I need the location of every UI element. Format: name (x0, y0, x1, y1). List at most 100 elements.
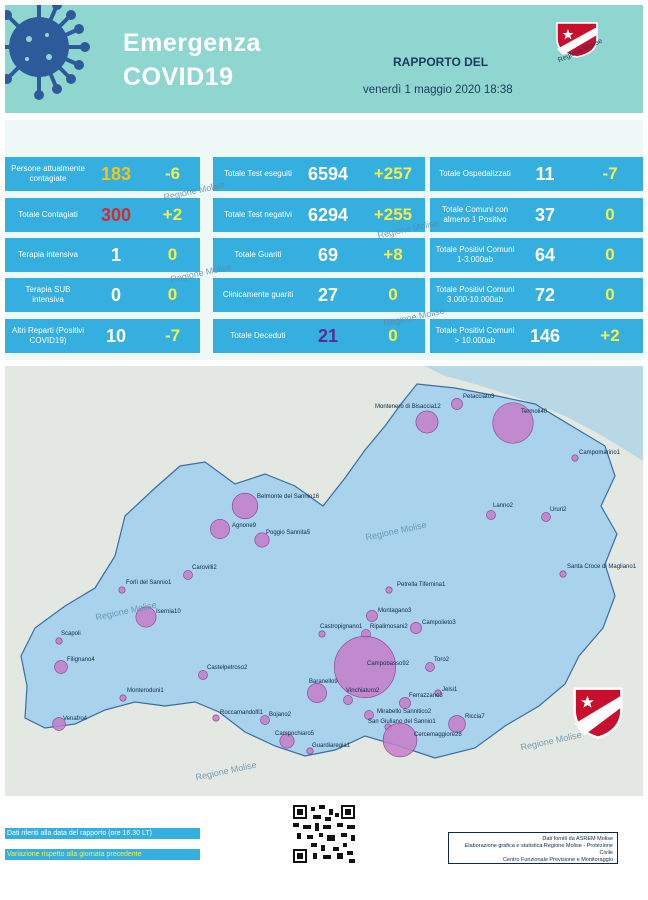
map-bubble (343, 695, 353, 705)
stat-value: 6294 (307, 204, 349, 225)
stat-label: Totale Ospedalizzati (439, 169, 511, 178)
map-bubble (135, 606, 157, 628)
qr-code-icon (293, 805, 355, 863)
footer-note-variation: Variazione rispetto alla giornata preced… (5, 849, 200, 860)
map-bubble (119, 694, 127, 702)
stat-value: 27 (317, 284, 339, 305)
stat-card-test-eseguiti: Totale Test eseguiti 6594 +257 (213, 157, 425, 191)
map-place-label: Guardiaregia1 (312, 743, 351, 749)
stat-delta: 0 (167, 245, 178, 264)
credit-line-centro: Centro Funzionale Previsione e Monitorag… (502, 857, 613, 863)
stat-delta: +257 (373, 164, 413, 183)
map-place-label: Campolieto3 (422, 620, 456, 626)
map-place-label: Toro2 (434, 657, 450, 663)
map-bubble (541, 512, 551, 522)
stat-label: Totale Comuni con almeno 1 Positivo (441, 205, 509, 224)
stat-card-test-negativi: Totale Test negativi 6294 +255 (213, 198, 425, 232)
map-bubble (425, 662, 435, 672)
map-place-label: Santa Croce di Magliano1 (567, 564, 637, 570)
map-bubble (571, 454, 579, 462)
map-place-label: Vinchiaturo2 (346, 688, 380, 694)
map-bubble (306, 747, 314, 755)
stat-card-attualmente-contagiate: Persone attualmente contagiate 183 -6 (5, 157, 200, 191)
stat-label: Totale Positivi Comuni > 10.000ab (435, 326, 515, 345)
map-place-label: Montenero di Bisaccia12 (375, 404, 441, 410)
stat-delta: -7 (602, 164, 618, 183)
stat-value: 69 (317, 244, 339, 265)
map-place-label: Belmonte del Sannio16 (257, 494, 320, 500)
molise-map: Petacciato3 Montenero di Bisaccia12 Termol… (5, 366, 643, 796)
map-bubble (231, 492, 259, 520)
stat-label: Terapia SUB intensiva (25, 285, 71, 304)
map-place-label: Scapoli (61, 631, 81, 637)
stat-card-totale-contagiati: Totale Contagiati 300 +2 (5, 198, 200, 232)
stat-delta: 0 (605, 205, 615, 224)
stat-card-comuni-positivi: Totale Comuni con almeno 1 Positivo 37 0 (430, 198, 643, 232)
stat-delta: +2 (162, 205, 183, 224)
map-bubble (366, 610, 378, 622)
map-bubble (415, 410, 439, 434)
stat-delta: +255 (373, 205, 413, 224)
stat-label: Totale Guariti (234, 250, 282, 259)
stat-delta: -6 (164, 164, 181, 183)
map-place-label: Ururi2 (550, 507, 567, 513)
map-place-label: Poggio Sannita5 (266, 530, 311, 536)
stat-value: 10 (105, 325, 127, 346)
stat-delta: 0 (388, 326, 398, 345)
map-bubble (559, 570, 567, 578)
credit-line-asrem: Dati forniti da ASREM Molise (542, 836, 613, 842)
stat-value: 64 (534, 244, 556, 265)
stat-label: Totale Test negativi (224, 210, 292, 219)
stat-value: 21 (317, 325, 339, 346)
map-place-label: Riccia7 (465, 714, 485, 720)
map-bubble (492, 402, 534, 444)
title-emergenza: Emergenza (123, 29, 261, 57)
stat-delta: 0 (605, 285, 615, 304)
stat-card-totale-deceduti: Totale Deceduti 21 0 (213, 319, 425, 353)
stat-label: Altri Reparti (Positivi COVID19) (11, 326, 84, 345)
stat-delta: +2 (600, 326, 620, 345)
map-bubble (318, 630, 326, 638)
map-bubble (55, 637, 63, 645)
map-bubble (486, 510, 496, 520)
stat-card-clinicamente-guariti: Clinicamente guariti 27 0 (213, 278, 425, 312)
stat-value: 11 (535, 163, 555, 184)
map-bubble (279, 733, 295, 749)
map-place-label: Ripalimosani2 (370, 624, 408, 630)
stat-label: Totale Positivi Comuni 1-3.000ab (435, 245, 515, 264)
stat-delta: 0 (167, 285, 178, 304)
footer-note-date: Dati riferiti alla data del rapporto (or… (5, 828, 200, 839)
stat-label: Persone attualmente contagiate (11, 164, 85, 183)
coronavirus-icon (5, 5, 90, 100)
map-bubble (118, 586, 126, 594)
map-bubble (307, 683, 327, 703)
regione-molise-logo (556, 22, 598, 58)
stat-value: 183 (100, 163, 132, 184)
stat-value: 37 (534, 204, 556, 225)
stat-value: 0 (110, 284, 121, 305)
map-bubble (198, 670, 208, 680)
stat-card-altri-reparti: Altri Reparti (Positivi COVID19) 10 -7 (5, 319, 200, 353)
map-place-label: Cercemaggiore28 (414, 732, 462, 738)
credit-line-elaborazione: Elaborazione grafica e statistica Region… (464, 843, 613, 856)
map-bubble (410, 622, 422, 634)
map-bubble (448, 715, 466, 733)
map-place-label: Bojano2 (269, 712, 292, 718)
stat-delta: +8 (383, 245, 403, 264)
report-date: venerdì 1 maggio 2020 18:38 (363, 84, 513, 96)
regione-molise-shield-icon (573, 687, 623, 739)
adriatic-sea (425, 366, 643, 461)
stat-value: 72 (534, 284, 556, 305)
report-label: RAPPORTO DEL (393, 55, 489, 69)
map-place-label: Isernia10 (156, 609, 181, 615)
map-bubble (451, 398, 463, 410)
title-covid19: COVID19 (123, 63, 234, 91)
stat-card-positivi-3000-10000: Totale Positivi Comuni 3.000-10.000ab 72… (430, 278, 643, 312)
stat-value: 300 (100, 204, 132, 225)
map-place-label: Termoli40 (521, 409, 548, 415)
stat-delta: 0 (605, 245, 615, 264)
map-place-label: Castelpetroso2 (207, 665, 248, 671)
map-place-label: Monteroduni1 (127, 688, 164, 694)
map-canvas: Petacciato3 Montenero di Bisaccia12 Termol… (5, 366, 643, 796)
map-bubble (385, 586, 393, 594)
